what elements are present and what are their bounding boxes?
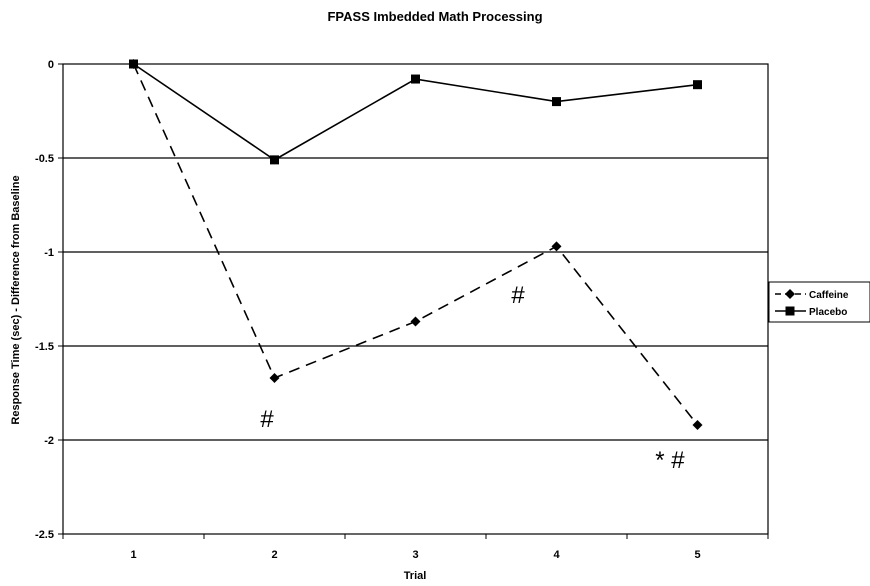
- data-point-caffeine: [692, 419, 703, 430]
- plot-area: [62, 63, 769, 535]
- y-tick-label: -0.5: [35, 153, 54, 165]
- x-tick-label: 2: [271, 549, 277, 561]
- annotation-mark: #: [511, 282, 525, 309]
- y-tick-label: 0: [48, 59, 54, 71]
- data-point-placebo: [411, 74, 420, 84]
- y-tick-label: -2: [44, 435, 54, 447]
- x-tick-label: 4: [553, 549, 560, 561]
- x-axis-label: Trial: [404, 570, 427, 582]
- data-point-caffeine: [410, 316, 421, 327]
- data-point-placebo: [129, 59, 138, 69]
- data-point-placebo: [270, 155, 279, 165]
- gridlines: [63, 157, 768, 441]
- chart-title: FPASS Imbedded Math Processing: [327, 9, 542, 24]
- annotations: # # * #: [260, 282, 685, 474]
- series-line-caffeine: [132, 63, 699, 426]
- legend-marker-placebo: [785, 306, 795, 316]
- y-axis-ticks: 0 -0.5 -1 -1.5 -2 -2.5: [35, 59, 63, 541]
- legend-item-placebo: Placebo: [775, 306, 847, 318]
- y-tick-label: -1: [44, 247, 54, 259]
- legend-label-placebo: Placebo: [809, 307, 847, 318]
- y-tick-label: -2.5: [35, 529, 54, 541]
- y-axis-label: Response Time (sec) - Difference from Ba…: [10, 175, 22, 424]
- x-tick-label: 3: [412, 549, 418, 561]
- x-axis-ticks: 1 2 3 4 5: [62, 534, 769, 561]
- x-tick-label: 5: [694, 549, 700, 561]
- series-layer: [128, 59, 703, 430]
- data-point-caffeine: [551, 241, 562, 252]
- series-caffeine: [128, 59, 703, 430]
- data-point-caffeine: [269, 372, 280, 383]
- data-point-placebo: [693, 80, 702, 90]
- legend-item-caffeine: Caffeine: [775, 289, 849, 301]
- annotation-mark: * #: [655, 447, 685, 474]
- series-placebo: [129, 59, 702, 165]
- plot-frame: [62, 63, 769, 535]
- x-tick-label: 1: [130, 549, 136, 561]
- y-tick-label: -1.5: [35, 341, 54, 353]
- data-point-placebo: [552, 97, 561, 107]
- legend: Caffeine Placebo: [768, 281, 870, 323]
- legend-label-caffeine: Caffeine: [809, 290, 849, 301]
- annotation-mark: #: [260, 406, 274, 433]
- legend-marker-caffeine: [785, 289, 795, 299]
